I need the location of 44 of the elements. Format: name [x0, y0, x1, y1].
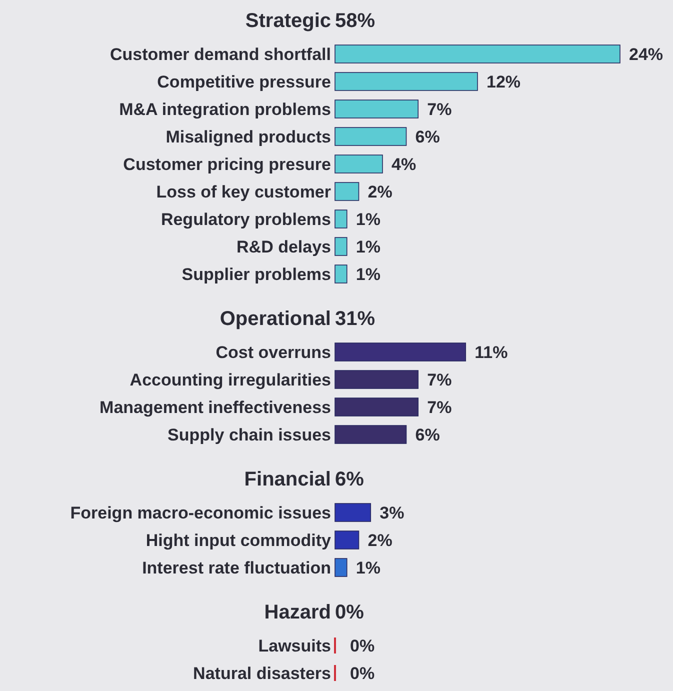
data-label: 3%	[380, 503, 404, 522]
text: 0%	[335, 602, 364, 624]
data-label: 7%	[427, 100, 452, 119]
y-tick-label: Customer pricing presure	[123, 154, 331, 174]
data-label: 11%	[474, 342, 508, 362]
data-label: 1%	[356, 264, 380, 284]
text: 31%	[335, 308, 376, 330]
y-tick-label: Supply chain issues	[168, 425, 331, 444]
data-label: 1%	[356, 558, 380, 578]
y-tick-label: Hazard	[264, 602, 331, 624]
data-label: 1%	[356, 237, 380, 256]
data-label: 4%	[392, 154, 416, 174]
data-label: 6%	[415, 425, 440, 444]
text: 6%	[335, 468, 364, 490]
y-tick-label: Supplier problems	[182, 264, 331, 284]
y-tick-label: M&A integration problems	[119, 100, 331, 119]
data-label: 12%	[486, 72, 521, 92]
y-tick-label: R&D delays	[236, 237, 331, 256]
y-tick-label: Interest rate fluctuation	[142, 558, 331, 578]
data-label: 24%	[629, 44, 664, 64]
y-tick-label: Hight input commodity	[146, 530, 332, 550]
data-label: 2%	[368, 530, 392, 550]
y-tick-label: Accounting irregularities	[130, 370, 331, 390]
y-tick-label: Strategic	[245, 10, 331, 32]
y-tick-label: Financial	[244, 468, 331, 490]
data-label: 7%	[427, 398, 452, 417]
y-tick-label: Natural disasters	[193, 664, 331, 683]
text: 58%	[335, 10, 376, 32]
data-label: 7%	[427, 370, 452, 390]
data-label: 0%	[350, 636, 375, 656]
data-label: 0%	[350, 664, 375, 683]
data-label: 2%	[368, 182, 392, 202]
y-tick-label: Operational	[220, 308, 331, 330]
y-tick-label: Customer demand shortfall	[110, 44, 331, 64]
data-label: 1%	[356, 210, 380, 229]
y-tick-label: Misaligned products	[166, 127, 331, 146]
y-tick-label: Foreign macro-economic issues	[70, 503, 331, 522]
data-label: 6%	[415, 127, 440, 146]
y-tick-label: Cost overruns	[216, 342, 331, 362]
y-tick-label: Loss of key customer	[156, 182, 332, 202]
y-tick-label: Regulatory problems	[160, 210, 331, 229]
y-tick-label: Competitive pressure	[157, 72, 331, 92]
y-tick-label: Management ineffectiveness	[100, 398, 331, 417]
y-tick-label: Lawsuits	[258, 636, 331, 656]
